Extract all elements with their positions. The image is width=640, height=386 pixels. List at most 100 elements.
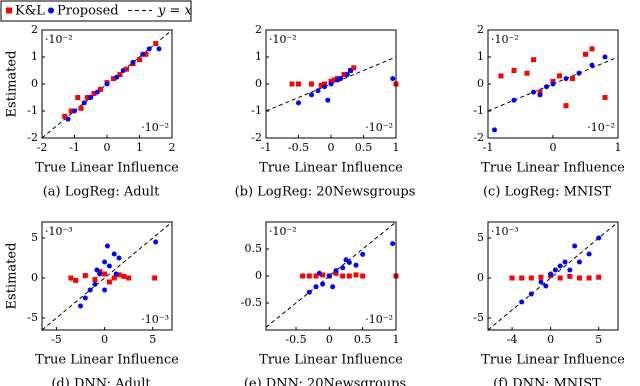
point — [126, 275, 132, 281]
point — [72, 108, 77, 114]
point — [511, 68, 517, 73]
x-tick-label: 5 — [595, 333, 602, 346]
point — [531, 89, 536, 95]
point — [92, 281, 98, 287]
point — [94, 267, 100, 273]
point — [344, 72, 350, 78]
point — [322, 84, 327, 90]
caption: (f) DNN: MNIST — [493, 377, 601, 386]
point — [104, 243, 110, 249]
y-axis-label: Estimated — [5, 51, 20, 118]
point — [346, 260, 352, 265]
point — [589, 62, 595, 68]
point — [102, 271, 108, 277]
point — [519, 275, 525, 281]
y-exponent: ·10⁻² — [491, 33, 519, 46]
caption: (d) DNN: Adult — [51, 377, 151, 386]
y-tick-label: -1 — [473, 104, 484, 117]
point — [306, 273, 312, 279]
point — [360, 251, 366, 257]
point — [315, 88, 321, 94]
point — [557, 73, 562, 79]
x-axis-label: True Linear Influence — [35, 161, 179, 176]
point — [65, 116, 71, 122]
point — [353, 262, 359, 268]
x-axis-label: True Linear Influence — [481, 353, 625, 368]
point — [81, 100, 87, 106]
point — [586, 251, 592, 257]
y-exponent: ·10⁻² — [45, 33, 73, 46]
point — [602, 95, 608, 100]
point — [113, 271, 119, 277]
point — [153, 41, 159, 46]
y-tick-label: -2 — [27, 131, 38, 144]
point — [567, 267, 573, 273]
x-tick-label: 0 — [550, 141, 557, 154]
point — [92, 277, 98, 283]
y-tick-label: -0.5 — [241, 296, 262, 309]
point — [341, 72, 347, 78]
plot-frame — [487, 29, 619, 139]
point — [88, 95, 94, 100]
point — [543, 283, 549, 289]
point — [557, 263, 563, 269]
y-tick-label: -1 — [27, 104, 38, 117]
x-tick-label: -0.5 — [285, 333, 306, 346]
point — [519, 299, 525, 305]
y-tick-label: 0 — [31, 77, 38, 90]
x-tick-label: 1 — [615, 141, 622, 154]
point — [143, 51, 149, 57]
point — [538, 279, 544, 285]
x-axis-label: True Linear Influence — [481, 161, 625, 176]
point — [320, 272, 326, 278]
y-tick-label: 2 — [477, 23, 484, 36]
point — [116, 272, 122, 278]
point — [87, 287, 93, 293]
point — [340, 265, 346, 271]
point — [111, 76, 116, 82]
point — [576, 259, 582, 265]
y-tick-label: 0 — [477, 271, 484, 284]
point — [567, 273, 573, 279]
point — [111, 275, 117, 281]
point — [589, 46, 595, 52]
caption: (c) LogReg: MNIST — [483, 185, 611, 200]
x-exponent: ·10⁻² — [587, 121, 615, 134]
point — [98, 86, 103, 92]
point — [73, 277, 79, 283]
point — [153, 239, 159, 245]
y-tick-label: 0 — [255, 77, 262, 90]
point — [550, 78, 556, 84]
x-tick-label: -1 — [69, 141, 80, 154]
plot-frame — [41, 29, 173, 139]
y-tick-label: 0 — [31, 271, 38, 284]
plot-frame — [265, 221, 397, 331]
point — [91, 90, 97, 96]
x-tick-label: 5 — [149, 333, 156, 346]
point — [563, 103, 569, 109]
x-tick-label: 1 — [136, 141, 143, 154]
x-tick-label: -1 — [261, 141, 272, 154]
point — [550, 81, 556, 87]
x-exponent: ·10⁻² — [365, 313, 393, 326]
legend-box — [0, 0, 192, 22]
caption: (e) DNN: 20Newsgroups — [244, 377, 406, 386]
point — [602, 54, 608, 60]
point — [552, 267, 558, 273]
point — [289, 81, 295, 87]
point — [331, 77, 337, 83]
point — [300, 273, 306, 279]
y-tick-label: 0 — [477, 77, 484, 90]
x-axis-label: True Linear Influence — [259, 161, 403, 176]
point — [576, 275, 582, 281]
point — [68, 275, 74, 281]
caption: (a) LogReg: Adult — [43, 185, 160, 200]
point — [326, 273, 332, 279]
x-tick-label: -1 — [483, 141, 494, 154]
point — [102, 287, 108, 293]
point — [124, 66, 129, 72]
point — [117, 72, 123, 78]
point — [152, 275, 158, 281]
y-tick-label: -2 — [251, 131, 262, 144]
